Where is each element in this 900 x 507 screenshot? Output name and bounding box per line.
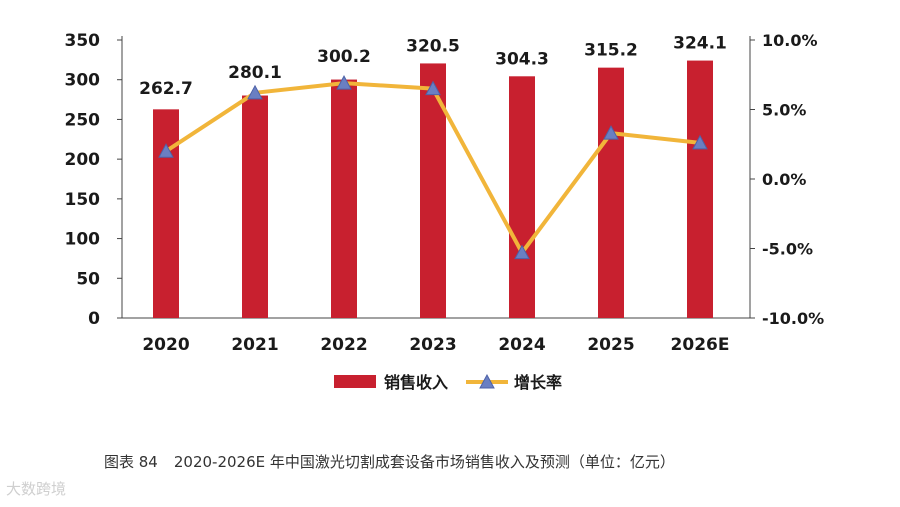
right-tick-label: 10.0%	[762, 31, 818, 50]
growth-rate-marker	[692, 134, 708, 150]
data-label: 320.5	[406, 36, 460, 56]
data-label: 280.1	[228, 63, 282, 83]
data-label: 304.3	[495, 49, 549, 69]
bar	[242, 95, 268, 318]
x-axis-labels: 2020 2021 2022 2023 2024 2025 2026E	[142, 335, 729, 355]
growth-rate-marker	[514, 244, 530, 260]
bar	[331, 79, 357, 319]
x-tick-label: 2023	[409, 335, 456, 355]
x-tick-label: 2021	[231, 335, 278, 355]
legend-label-line: 增长率	[514, 373, 562, 392]
right-tick-label: -5.0%	[762, 240, 813, 259]
figure-caption: 图表 84 2020-2026E 年中国激光切割成套设备市场销售收入及预测（单位：…	[104, 451, 675, 472]
x-tick-label: 2022	[320, 335, 367, 355]
growth-rate-marker	[425, 80, 441, 96]
legend-swatch-bar	[334, 375, 376, 388]
growth-rate-marker	[247, 84, 263, 100]
data-label: 262.7	[139, 79, 193, 99]
x-tick-label: 2020	[142, 335, 189, 355]
data-label: 315.2	[584, 41, 638, 61]
data-labels: 262.7 280.1 300.2 320.5 304.3 315.2 324.1	[139, 34, 727, 99]
right-y-axis: -10.0% -5.0% 0.0% 5.0% 10.0%	[749, 31, 824, 328]
growth-rate-marker	[603, 125, 619, 140]
bar	[153, 109, 179, 318]
x-tick-label: 2025	[587, 335, 634, 355]
caption-text: 2020-2026E 年中国激光切割成套设备市场销售收入及预测（单位：亿元）	[173, 453, 675, 471]
bar	[687, 60, 713, 319]
bar	[598, 67, 624, 318]
x-tick-label: 2024	[498, 335, 545, 355]
bar	[509, 76, 535, 318]
left-tick-label: 350	[65, 31, 101, 51]
line-series	[158, 75, 708, 260]
legend: 销售收入 增长率	[334, 373, 562, 392]
left-tick-label: 300	[65, 71, 101, 91]
left-tick-label: 50	[76, 269, 100, 289]
data-label: 324.1	[673, 34, 727, 54]
left-tick-label: 150	[65, 190, 101, 210]
left-tick-label: 100	[65, 230, 101, 250]
right-tick-label: 5.0%	[762, 101, 806, 120]
right-tick-label: 0.0%	[762, 170, 806, 189]
figure-number: 图表 84	[104, 453, 158, 471]
left-tick-label: 0	[88, 309, 100, 329]
legend-swatch-marker	[479, 373, 495, 389]
left-tick-label: 250	[65, 110, 101, 130]
left-tick-label: 200	[65, 150, 101, 170]
right-tick-label: -10.0%	[762, 309, 824, 328]
watermark: 大数跨境	[6, 480, 67, 498]
combo-chart: 0 50 100 150 200 250 300 350 -10.0% -5.0% 0.0% 5.0…	[65, 31, 825, 392]
growth-rate-marker	[336, 75, 352, 90]
data-label: 300.2	[317, 47, 371, 67]
bar-series	[153, 60, 713, 319]
legend-label-bar: 销售收入	[384, 373, 448, 392]
x-tick-label: 2026E	[671, 335, 730, 355]
growth-rate-marker	[158, 143, 174, 158]
